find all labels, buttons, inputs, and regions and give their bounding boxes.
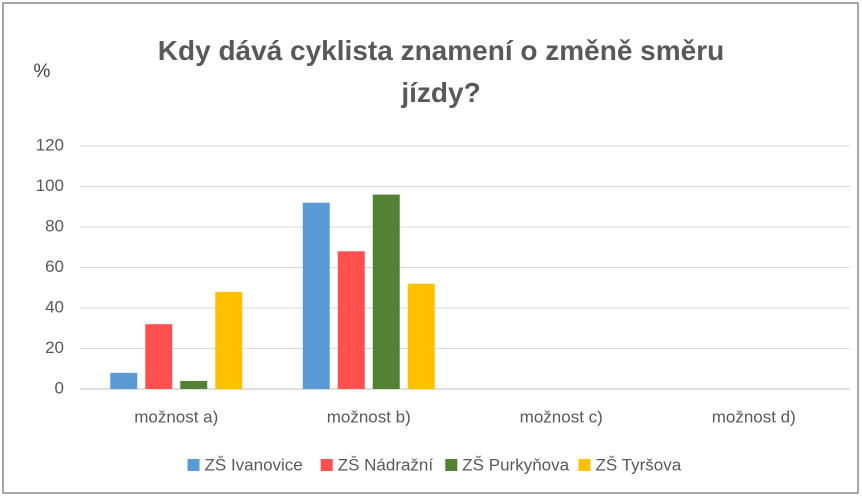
y-tick-label: 0	[55, 378, 64, 397]
legend-swatch	[187, 459, 200, 471]
legend-label: ZŠ Nádražní	[338, 455, 434, 474]
bar	[145, 324, 173, 389]
bar	[110, 372, 138, 389]
chart-title: Kdy dává cyklista znamení o změně směru …	[157, 35, 725, 108]
bar	[215, 291, 243, 389]
x-tick-label: možnost a)	[134, 407, 218, 426]
legend-label: ZŠ Purkyňova	[462, 455, 569, 474]
y-tick-label: 20	[45, 338, 64, 357]
y-tick-label: 120	[36, 135, 64, 154]
legend-swatch	[578, 459, 591, 471]
legend-swatch	[445, 459, 458, 471]
y-tick-label: 80	[45, 216, 64, 235]
y-tick-label: 100	[36, 176, 64, 195]
legend-label: ZŠ Ivanovice	[205, 455, 303, 474]
legend-label: ZŠ Tyršova	[596, 455, 682, 474]
legend-swatch	[320, 459, 333, 471]
bar	[407, 283, 435, 389]
bar	[337, 251, 365, 389]
y-tick-label: 40	[45, 297, 64, 316]
x-tick-label: možnost b)	[327, 407, 411, 426]
bar	[372, 194, 400, 389]
bar	[302, 202, 330, 389]
y-axis-label: %	[34, 61, 51, 82]
x-tick-label: možnost d)	[712, 407, 796, 426]
x-tick-label: možnost c)	[520, 407, 603, 426]
y-tick-label: 60	[45, 257, 64, 276]
bar	[180, 380, 208, 389]
